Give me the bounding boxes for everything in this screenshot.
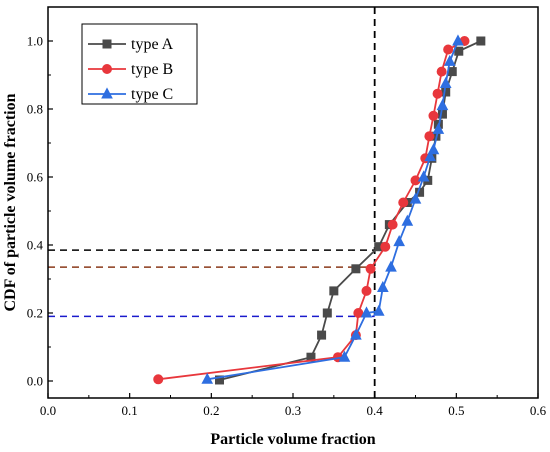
data-point [338, 350, 351, 362]
legend-label: type A [131, 36, 174, 53]
y-tick-label: 0.8 [27, 102, 43, 117]
y-tick-label: 0.6 [27, 170, 44, 185]
data-point [380, 241, 391, 252]
data-point [317, 330, 327, 340]
data-point [476, 36, 486, 46]
data-point [447, 67, 457, 77]
data-point [322, 308, 332, 318]
data-point [454, 46, 464, 56]
data-point [409, 192, 422, 204]
data-point [353, 308, 364, 318]
data-point [360, 306, 373, 318]
legend-marker [101, 87, 113, 99]
data-point [436, 99, 449, 111]
legend-box [81, 23, 198, 105]
data-point [377, 280, 389, 292]
series-line [207, 40, 459, 381]
data-point [432, 122, 445, 134]
y-tick-label: 1.0 [27, 34, 43, 49]
data-point [443, 44, 454, 55]
series-line [158, 40, 465, 381]
data-point [153, 374, 164, 385]
data-point [417, 170, 430, 182]
x-tick-label: 0.1 [122, 403, 138, 418]
data-point [385, 260, 397, 272]
data-point [436, 66, 447, 77]
y-axis-title: CDF of particle volume fraction [2, 93, 19, 311]
data-point [452, 34, 464, 46]
legend-marker [102, 39, 112, 49]
data-point [215, 375, 224, 385]
data-point [351, 264, 361, 274]
x-axis-title: Particle volume fraction [210, 431, 375, 448]
y-tick-label: 0.0 [27, 374, 43, 389]
data-point [427, 143, 440, 155]
data-point [361, 285, 372, 296]
x-tick-label: 0.4 [367, 403, 384, 418]
x-tick-label: 0.5 [448, 403, 464, 418]
axis-ticks: 0.0 0.1 0.2 0.3 0.4 0.5 0.6 0.0 0.2 0.4 0.6 0.8 1.0 [27, 34, 547, 419]
legend-marker [102, 64, 112, 74]
y-tick-label: 0.2 [27, 306, 43, 321]
series-triangle [201, 34, 464, 384]
data-point [365, 263, 376, 274]
data-point [428, 110, 439, 121]
data-point [350, 328, 362, 340]
data-point [387, 219, 398, 230]
data-point [424, 150, 437, 162]
data-point [201, 372, 214, 384]
legend-label: type C [131, 86, 173, 103]
data-point [432, 88, 443, 99]
reference-lines [48, 7, 376, 398]
data-point [398, 197, 409, 208]
data-point [372, 304, 385, 316]
legend-label: type B [131, 61, 173, 78]
legend: type A type B type C [81, 23, 198, 105]
data-point [329, 286, 339, 296]
data-point [424, 131, 435, 142]
x-tick-label: 0.2 [203, 403, 219, 418]
y-tick-label: 0.4 [27, 238, 44, 253]
data-point [443, 54, 456, 66]
data-point [393, 235, 405, 247]
data-point [439, 76, 452, 88]
series-layer [153, 34, 486, 385]
x-tick-label: 0.0 [40, 403, 56, 418]
data-point [401, 214, 414, 226]
x-tick-label: 0.6 [530, 403, 547, 418]
x-tick-label: 0.3 [285, 403, 301, 418]
series-circle [153, 36, 470, 385]
